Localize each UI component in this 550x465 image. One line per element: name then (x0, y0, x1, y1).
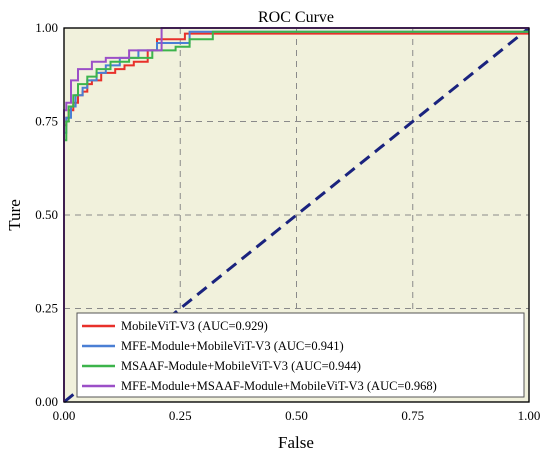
legend: MobileViT-V3 (AUC=0.929) MFE-Module+Mobil… (76, 312, 525, 398)
x-tick-label-2: 0.50 (285, 408, 308, 423)
x-axis-label: False (278, 433, 314, 452)
x-tick-label-3: 0.75 (401, 408, 424, 423)
legend-entry-4: MFE-Module+MSAAF-Module+MobileViT-V3 (AU… (121, 379, 437, 393)
legend-box (76, 312, 525, 398)
legend-entry-1: MobileViT-V3 (AUC=0.929) (121, 319, 268, 333)
y-tick-label-0: 0.00 (35, 394, 58, 409)
legend-entry-3: MSAAF-Module+MobileViT-V3 (AUC=0.944) (121, 359, 361, 373)
plot-frame (63, 27, 530, 403)
series-line-3 (63, 30, 529, 402)
chart-title: ROC Curve (258, 9, 334, 26)
tick-labels: 0.00 0.25 0.50 0.75 1.00 0.00 0.25 0.50 0.75 1.00 (35, 20, 540, 423)
legend-entry-2: MFE-Module+MobileViT-V3 (AUC=0.941) (121, 339, 344, 353)
x-tick-label-0: 0.00 (53, 408, 76, 423)
y-tick-label-2: 0.50 (35, 207, 58, 222)
series-line-4 (63, 27, 529, 402)
x-tick-label-4: 1.00 (518, 408, 541, 423)
y-axis-label: Ture (5, 199, 24, 231)
x-tick-label-1: 0.25 (169, 408, 192, 423)
y-tick-label-3: 0.75 (35, 114, 58, 129)
y-tick-label-4: 1.00 (35, 20, 58, 35)
series-layer (63, 27, 529, 402)
y-tick-label-1: 0.25 (35, 301, 58, 316)
